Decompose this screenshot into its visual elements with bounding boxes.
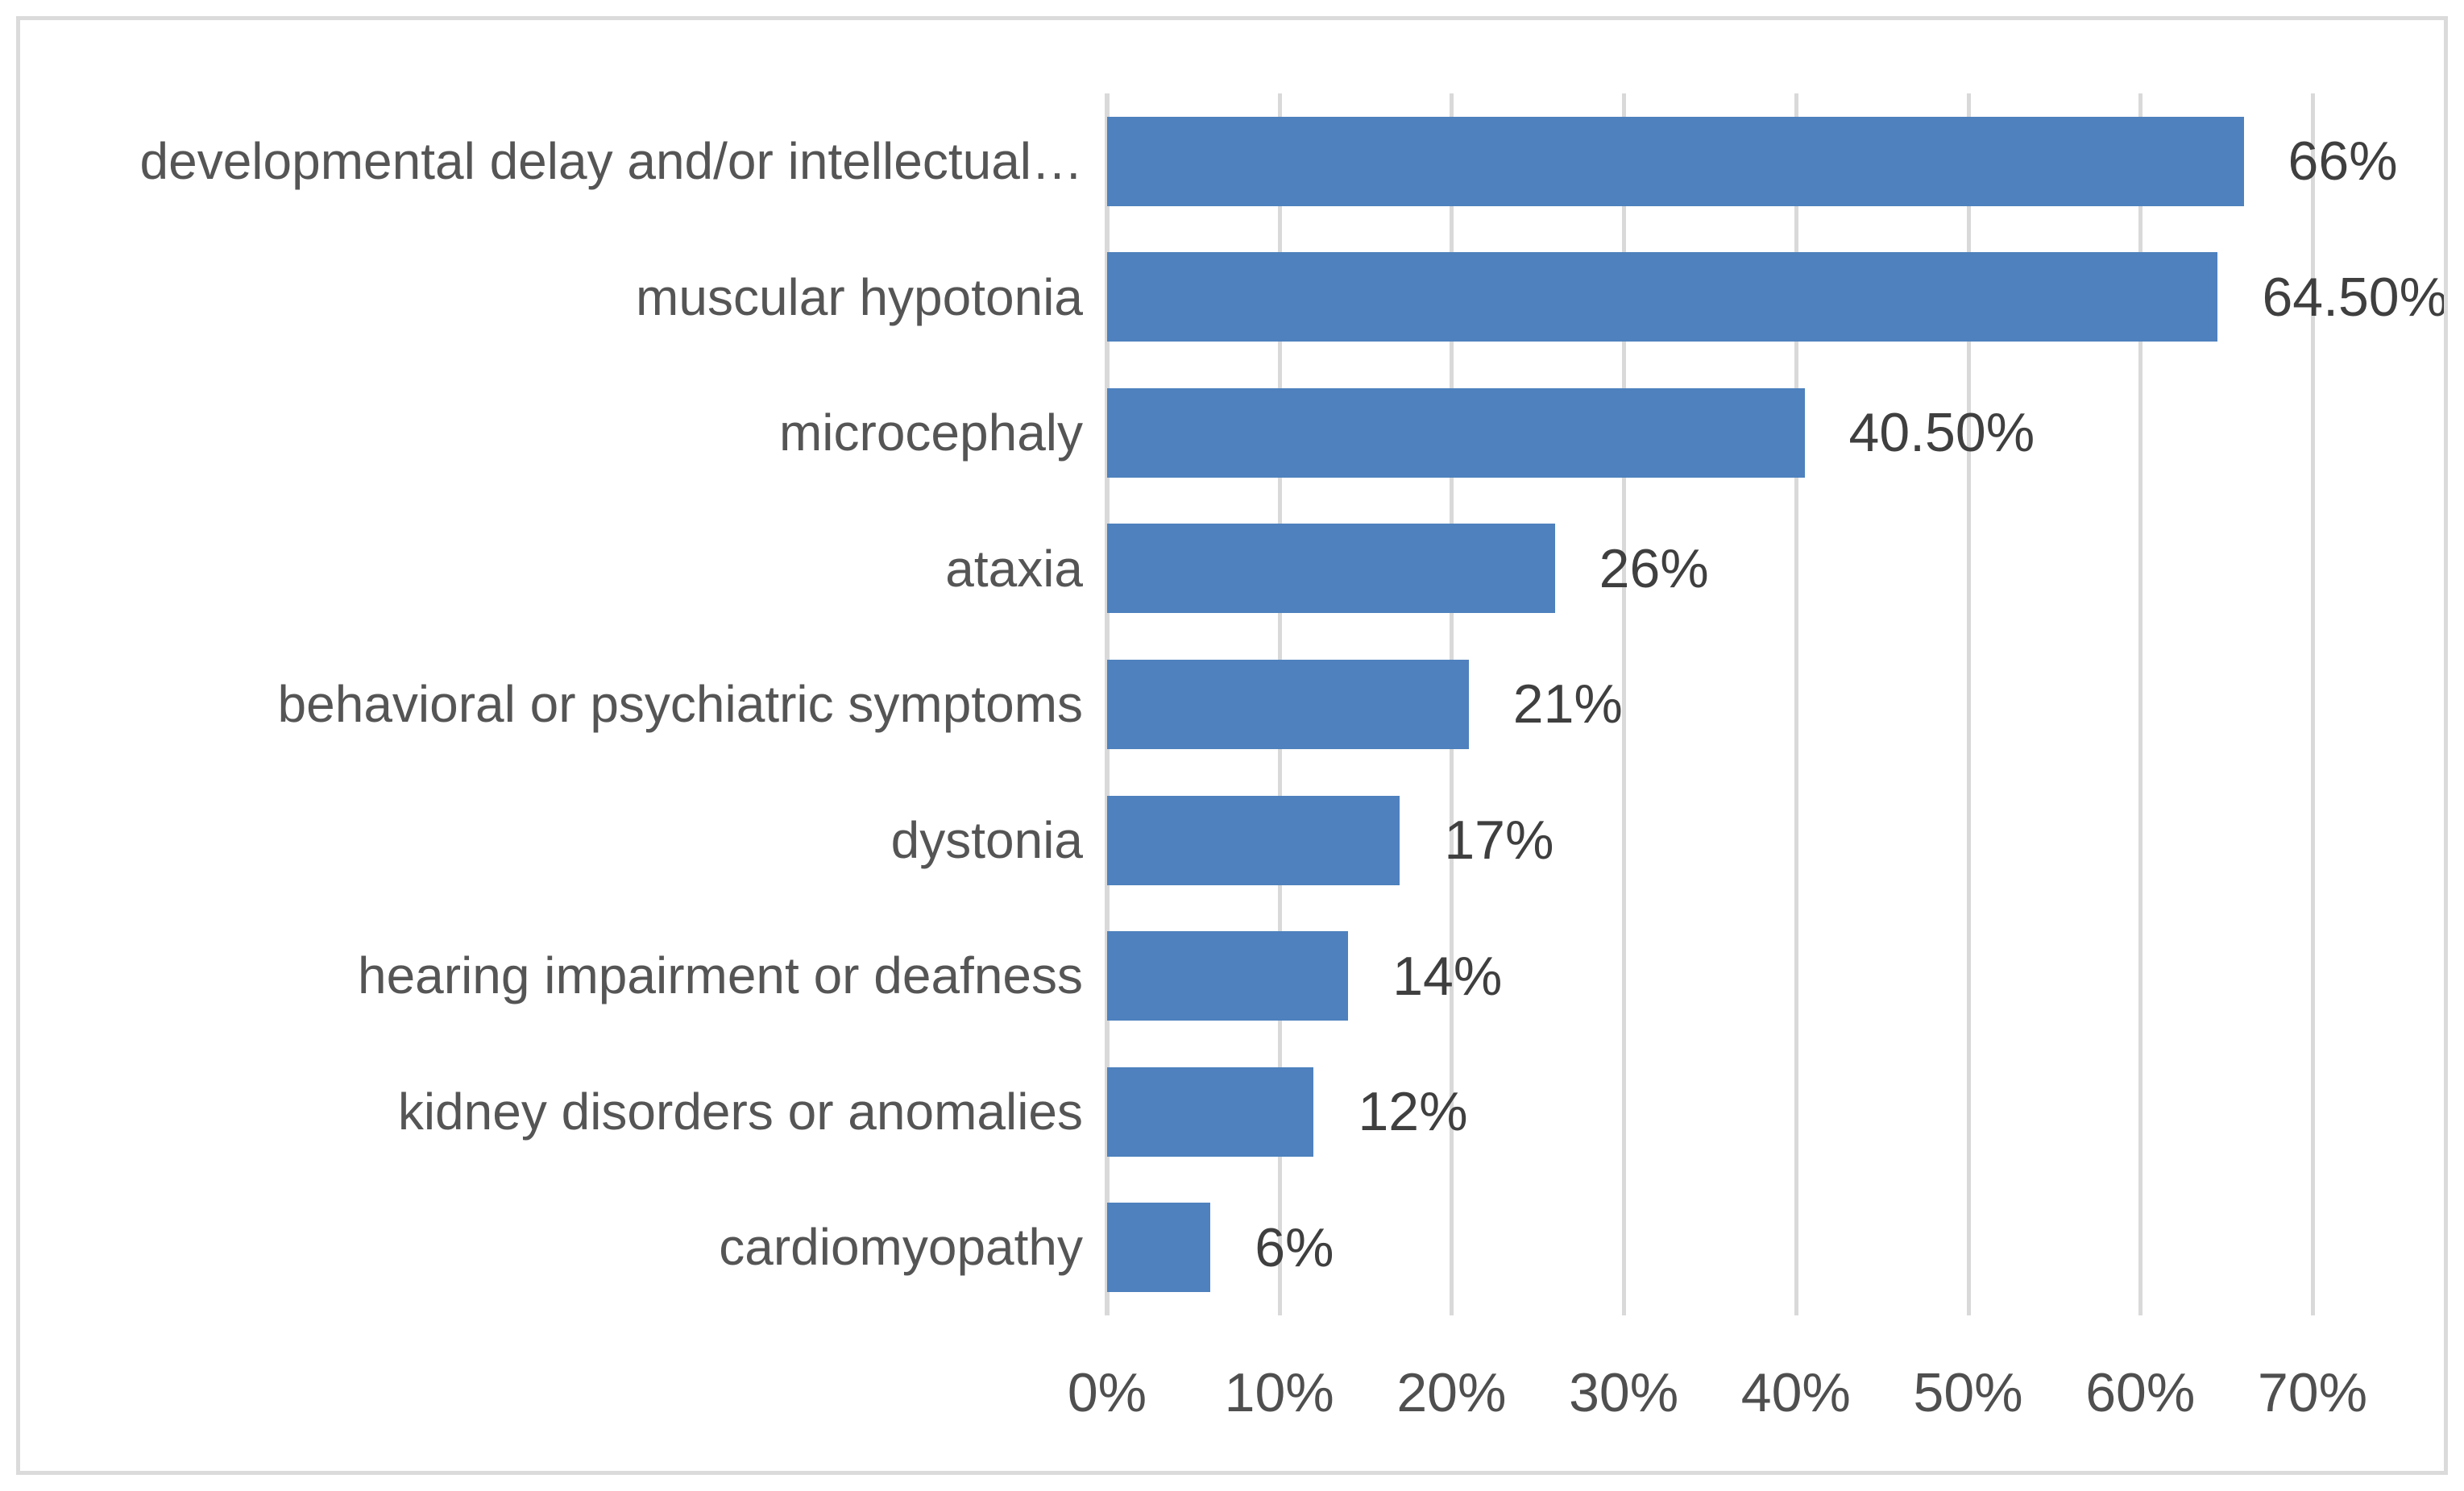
category-label: behavioral or psychiatric symptoms (277, 675, 1083, 734)
bar (1107, 387, 1805, 478)
bar-track: 26% (1107, 501, 2313, 637)
bar-row: dystonia 17% (0, 772, 2464, 909)
bar-row: microcephaly 40.50% (0, 365, 2464, 501)
value-label: 6% (1255, 1216, 1334, 1278)
bar-row: ataxia 26% (0, 501, 2464, 637)
value-label: 12% (1358, 1081, 1468, 1143)
x-tick-label: 60% (2085, 1362, 2196, 1423)
x-axis: 0% 10% 20% 30% 40% 50% 60% 70% (1068, 1361, 2367, 1434)
bar-track: 6% (1107, 1179, 2313, 1315)
bar (1107, 659, 1469, 749)
x-tick-label: 70% (2257, 1362, 2368, 1423)
bar (1107, 1066, 1314, 1157)
bar-row: hearing impairment or deafness 14% (0, 908, 2464, 1044)
x-tick-label: 10% (1224, 1362, 1334, 1423)
value-label: 40.50% (1848, 402, 2035, 464)
value-label: 14% (1392, 945, 1503, 1007)
x-tick-label: 30% (1569, 1362, 1679, 1423)
bar-track: 40.50% (1107, 365, 2313, 501)
bar (1107, 252, 2218, 342)
gridline (1794, 93, 1798, 1315)
bars-layer: developmental delay and/or intellectual…… (0, 93, 2464, 1315)
bar-track: 17% (1107, 772, 2313, 909)
gridline (2311, 93, 2315, 1315)
category-label: dystonia (890, 810, 1083, 869)
bar-row: developmental delay and/or intellectual…… (0, 93, 2464, 230)
bar (1107, 524, 1555, 614)
gridline (2138, 93, 2143, 1315)
bar (1107, 931, 1349, 1021)
category-label: muscular hypotonia (636, 267, 1083, 326)
value-label: 66% (2288, 130, 2398, 193)
bar-track: 14% (1107, 908, 2313, 1044)
bar-row: cardiomyopathy 6% (0, 1179, 2464, 1315)
bar-track: 64.50% (1107, 230, 2448, 366)
gridline (1966, 93, 1971, 1315)
category-label: hearing impairment or deafness (357, 946, 1083, 1005)
bar-row: behavioral or psychiatric symptoms 21% (0, 636, 2464, 772)
value-label: 21% (1512, 673, 1623, 735)
bar-row: kidney disorders or anomalies 12% (0, 1044, 2464, 1180)
gridline (1622, 93, 1627, 1315)
category-label: ataxia (945, 539, 1083, 598)
bar (1107, 1203, 1211, 1293)
category-label: developmental delay and/or intellectual… (139, 132, 1084, 191)
category-label: microcephaly (778, 404, 1083, 462)
x-tick-label: 40% (1740, 1362, 1851, 1423)
bar-track: 21% (1107, 636, 2313, 772)
value-label: 64.50% (2262, 266, 2449, 328)
x-tick-label: 0% (1067, 1362, 1147, 1423)
bar-track: 66% (1107, 93, 2398, 230)
bar (1107, 795, 1400, 885)
bar-track: 12% (1107, 1044, 2313, 1180)
value-label: 26% (1599, 537, 1709, 599)
bar-row: muscular hypotonia 64.50% (0, 230, 2464, 366)
x-tick-label: 50% (1913, 1362, 2023, 1423)
x-tick-label: 20% (1396, 1362, 1507, 1423)
category-label: cardiomyopathy (719, 1218, 1083, 1277)
category-label: kidney disorders or anomalies (397, 1082, 1083, 1141)
value-label: 17% (1444, 810, 1554, 871)
bar (1107, 116, 2244, 206)
